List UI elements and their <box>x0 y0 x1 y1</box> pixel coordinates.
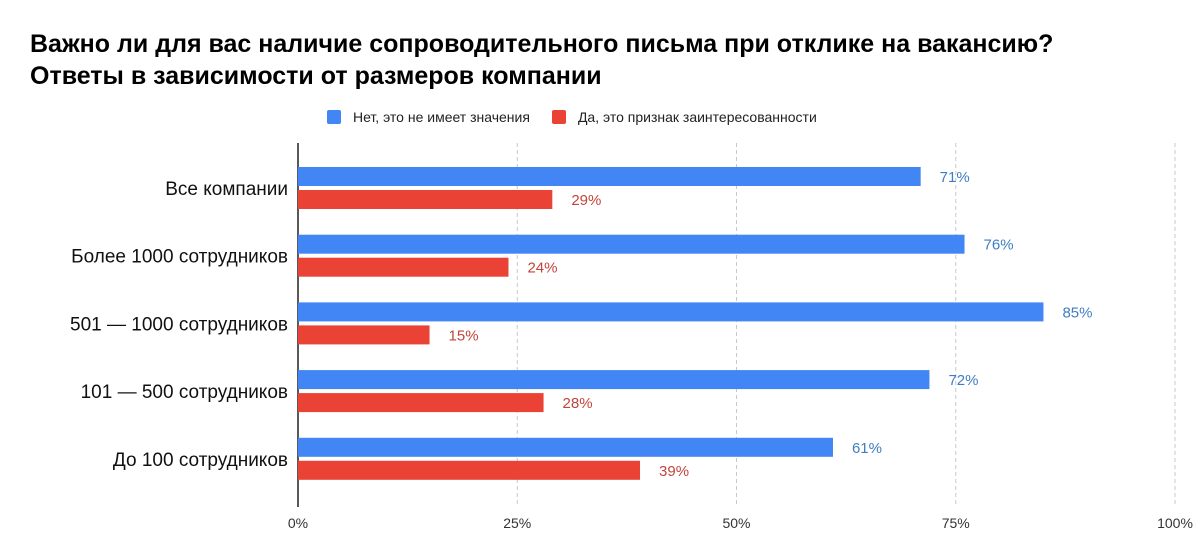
x-tick-label-25: 25% <box>503 515 531 531</box>
legend-swatch-yes <box>551 110 566 124</box>
y-category-label: До 100 сотрудников <box>113 450 288 471</box>
chart-legend: Нет, это не имеет значения Да, это призн… <box>327 109 839 125</box>
bar-no <box>298 370 930 390</box>
bar-no <box>298 302 1044 322</box>
data-label-yes: 29% <box>571 192 601 209</box>
data-label-no: 76% <box>984 237 1014 254</box>
x-tick-label-0: 0% <box>288 515 308 531</box>
x-tick-label-50: 50% <box>722 515 750 531</box>
y-category-label: 501 — 1000 сотрудников <box>70 314 288 335</box>
data-label-no: 71% <box>940 169 970 186</box>
x-tick-label-100: 100% <box>1157 515 1193 531</box>
data-label-yes: 24% <box>527 260 557 277</box>
bar-no <box>298 234 965 254</box>
bar-yes <box>298 325 430 345</box>
data-label-yes: 28% <box>563 395 593 412</box>
bar-yes <box>298 190 553 209</box>
chart-title: Важно ли для вас наличие сопроводительно… <box>30 28 1053 92</box>
bar-yes <box>298 257 509 277</box>
legend-label-yes: Да, это признак заинтересованности <box>577 109 817 125</box>
x-tick-label-75: 75% <box>942 515 970 531</box>
y-category-label: Все компании <box>165 179 288 200</box>
y-category-label: 101 — 500 сотрудников <box>81 382 288 403</box>
data-label-yes: 15% <box>449 327 479 344</box>
bar-yes <box>298 460 641 480</box>
y-category-label: Более 1000 сотрудников <box>71 247 288 268</box>
bar-yes <box>298 393 544 413</box>
legend-swatch-no <box>327 110 341 124</box>
data-label-yes: 39% <box>659 463 689 480</box>
data-label-no: 85% <box>1062 304 1092 321</box>
legend-item-yes: Да, это признак заинтересованности <box>551 109 817 125</box>
data-label-no: 61% <box>852 440 882 457</box>
data-label-no: 72% <box>948 372 978 389</box>
legend-item-no: Нет, это не имеет значения <box>327 109 530 125</box>
chart-title-line-1: Важно ли для вас наличие сопроводительно… <box>30 30 1054 58</box>
bar-no <box>298 167 921 186</box>
legend-label-no: Нет, это не имеет значения <box>353 109 530 125</box>
bar-no <box>298 437 833 457</box>
chart-title-line-2: Ответы в зависимости от размеров компани… <box>30 62 602 90</box>
